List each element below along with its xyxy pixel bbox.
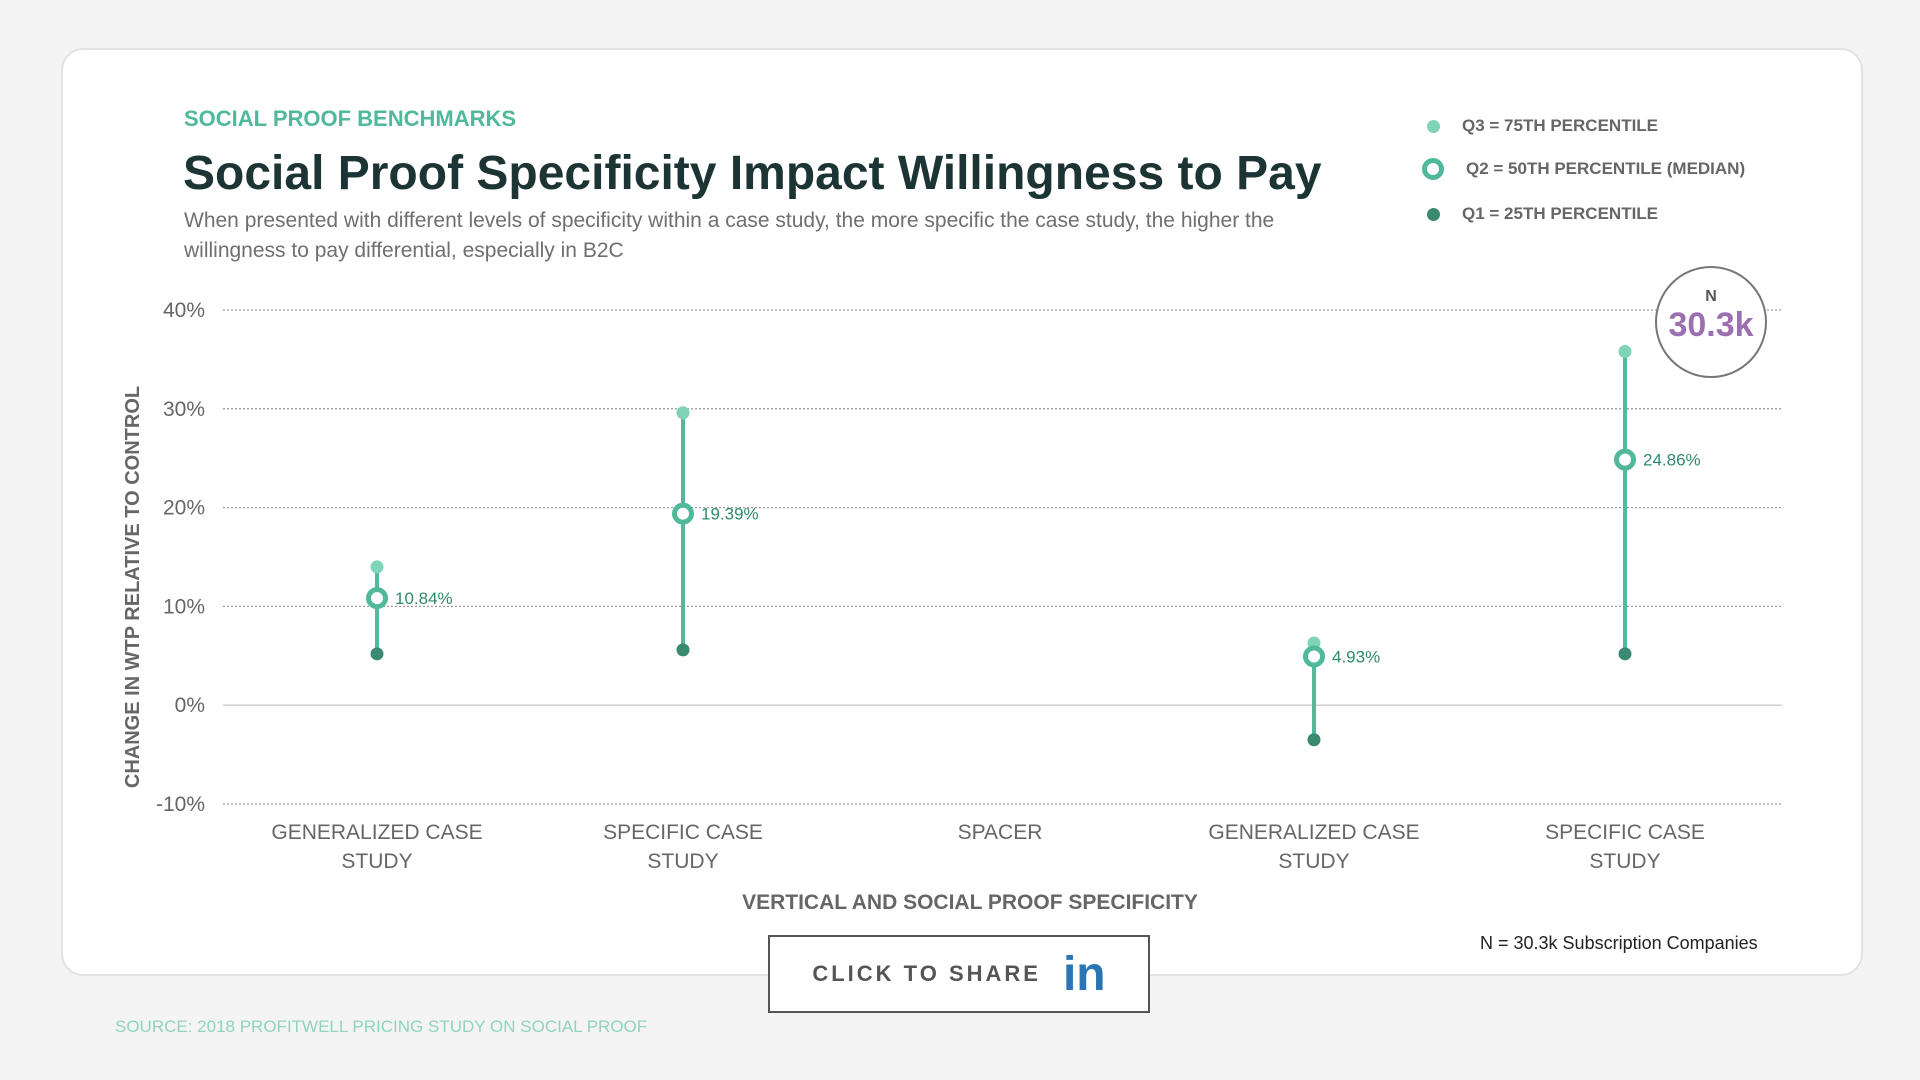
q1-point <box>1307 733 1321 747</box>
x-tick-label: SPACER <box>958 821 1043 844</box>
median-label: 19.39% <box>701 505 759 524</box>
median-point <box>672 502 694 525</box>
x-tick-label: SPECIFIC CASE <box>1545 821 1705 844</box>
q3-point <box>370 560 384 574</box>
legend-ring-icon <box>1422 158 1444 180</box>
x-tick-label: STUDY <box>1589 850 1660 873</box>
share-linkedin-button[interactable]: CLICK TO SHARE in <box>768 935 1150 1013</box>
q1-point <box>1618 647 1632 661</box>
n-value: 30.3k <box>1668 306 1754 344</box>
q3-point <box>676 406 690 420</box>
legend-label: Q3 = 75TH PERCENTILE <box>1462 116 1659 135</box>
source-note: SOURCE: 2018 PROFITWELL PRICING STUDY ON… <box>115 1017 648 1036</box>
q1-point <box>370 647 384 661</box>
legend-label: Q1 = 25TH PERCENTILE <box>1462 204 1659 223</box>
y-tick-label: 0% <box>175 694 205 717</box>
chart-svg: 40% 30% 20% 10% 0% -10% CHANGE IN WTP RELATIVE… <box>122 299 1782 914</box>
x-axis-label: VERTICAL AND SOCIAL PROOF SPECIFICITY <box>742 891 1198 914</box>
y-tick-label: 30% <box>163 398 205 421</box>
q1-point <box>676 643 690 657</box>
q3-point <box>1618 344 1632 358</box>
x-tick-label: STUDY <box>647 850 718 873</box>
legend-q2: Q2 = 50TH PERCENTILE (MEDIAN) <box>1422 158 1745 180</box>
legend-q3: Q3 = 75TH PERCENTILE <box>1422 116 1658 136</box>
y-tick-label: 20% <box>163 497 205 520</box>
legend-dot-icon <box>1427 119 1440 133</box>
y-tick-label: -10% <box>156 793 205 816</box>
legend-label: Q2 = 50TH PERCENTILE (MEDIAN) <box>1466 159 1746 178</box>
y-axis-label: CHANGE IN WTP RELATIVE TO CONTROL <box>122 386 144 788</box>
chart-title: Social Proof Specificity Impact Willingn… <box>183 147 1322 200</box>
median-point <box>1303 645 1325 668</box>
share-label: CLICK TO SHARE <box>812 961 1041 986</box>
y-tick-label: 10% <box>163 595 205 618</box>
n-label: N <box>1705 288 1717 305</box>
linkedin-icon: in <box>1062 947 1106 1001</box>
median-label: 10.84% <box>395 589 453 608</box>
y-tick-label: 40% <box>163 299 205 322</box>
legend-q1: Q1 = 25TH PERCENTILE <box>1422 204 1658 224</box>
legend-dot-icon <box>1427 207 1440 221</box>
n-badge: N 30.3k <box>1655 266 1767 378</box>
x-tick-label: GENERALIZED CASE <box>1208 821 1419 844</box>
chart-card <box>61 48 1863 976</box>
chart-tag: SOCIAL PROOF BENCHMARKS <box>184 106 517 131</box>
median-point <box>366 587 388 610</box>
x-tick-label: STUDY <box>1278 850 1349 873</box>
x-tick-label: STUDY <box>341 850 412 873</box>
median-label: 4.93% <box>1332 647 1380 666</box>
chart-subtitle: When presented with different levels of … <box>184 209 1275 262</box>
footnote: N = 30.3k Subscription Companies <box>1480 933 1758 953</box>
median-label: 24.86% <box>1643 451 1701 470</box>
median-point <box>1614 448 1636 471</box>
x-tick-label: GENERALIZED CASE <box>271 821 482 844</box>
x-tick-label: SPECIFIC CASE <box>603 821 763 844</box>
